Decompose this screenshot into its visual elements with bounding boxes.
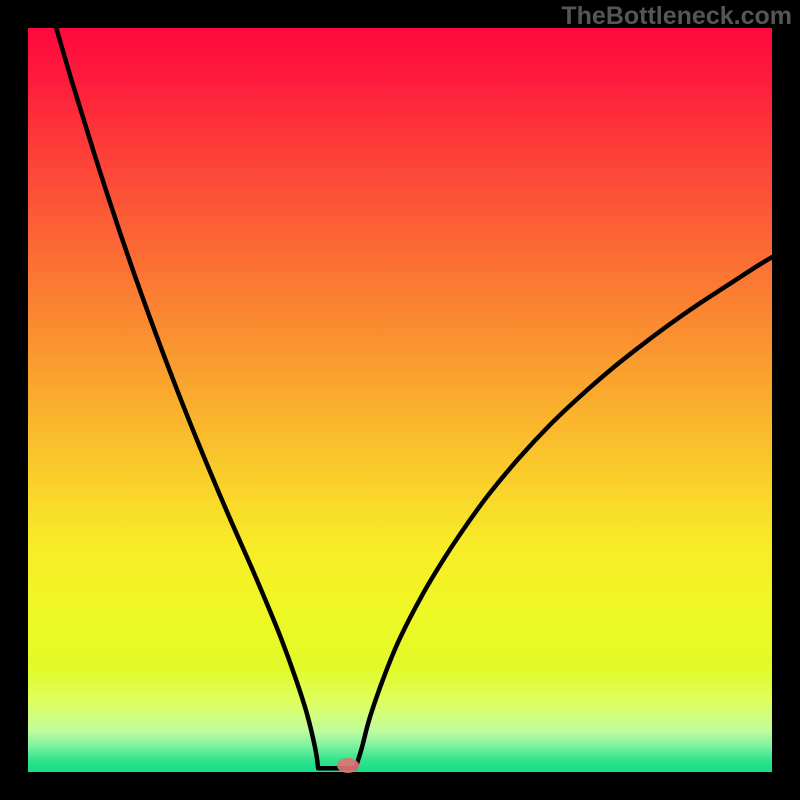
optimal-point-marker (337, 758, 359, 773)
watermark-text: TheBottleneck.com (561, 2, 792, 31)
gradient-background (28, 28, 772, 772)
bottleneck-chart (0, 0, 800, 800)
